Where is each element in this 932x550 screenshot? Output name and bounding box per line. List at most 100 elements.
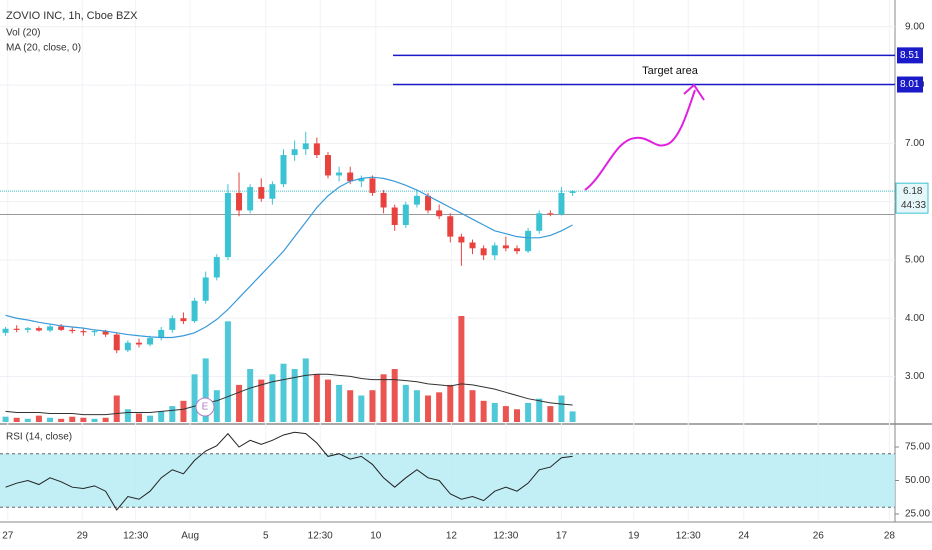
rsi-legend: RSI (14, close) bbox=[6, 432, 72, 443]
candle-body bbox=[258, 187, 265, 199]
countdown: 44:33 bbox=[901, 200, 926, 211]
price-label-box bbox=[897, 76, 923, 93]
annotation: Target area bbox=[642, 65, 699, 77]
volume-bar bbox=[536, 398, 543, 422]
volume-bar bbox=[258, 379, 265, 422]
volume-bar bbox=[469, 390, 476, 422]
x-tick-label: 12 bbox=[446, 531, 458, 542]
candle-body bbox=[102, 331, 109, 335]
volume-bar bbox=[113, 395, 120, 422]
volume-bar bbox=[558, 395, 565, 422]
x-tick-label: 17 bbox=[556, 531, 568, 542]
candle-body bbox=[13, 328, 20, 330]
rsi-line bbox=[5, 431, 573, 511]
volume-bar bbox=[447, 384, 454, 422]
volume-bar bbox=[480, 400, 487, 422]
price-label-box bbox=[897, 47, 923, 64]
volume-bar bbox=[291, 369, 298, 422]
candle-body bbox=[135, 342, 142, 345]
candle-body bbox=[280, 155, 287, 185]
volume-bar bbox=[391, 369, 398, 422]
volume-bar bbox=[347, 390, 354, 422]
y-tick-label: 3.00 bbox=[905, 371, 925, 382]
rsi-band bbox=[0, 453, 895, 508]
volume-bar bbox=[135, 413, 142, 422]
x-tick-label: 29 bbox=[77, 531, 89, 542]
candle-body bbox=[558, 192, 565, 215]
candle-body bbox=[191, 300, 198, 322]
candle-body bbox=[124, 342, 131, 351]
candle-body bbox=[347, 172, 354, 182]
volume-bar bbox=[102, 417, 109, 422]
volume-bar bbox=[58, 418, 65, 422]
x-tick-label: 19 bbox=[628, 531, 640, 542]
volume-bar bbox=[525, 402, 532, 422]
x-tick-label: 10 bbox=[370, 531, 382, 542]
volume-bar bbox=[158, 411, 165, 422]
volume-bar bbox=[191, 374, 198, 422]
candle-body bbox=[291, 149, 298, 156]
earnings-marker bbox=[195, 397, 215, 417]
candle-body bbox=[425, 195, 432, 211]
candle-body bbox=[269, 184, 276, 199]
volume-bar bbox=[47, 417, 54, 422]
volume-bar bbox=[502, 406, 509, 422]
title: ZOVIO INC, 1h, Cboe BZX bbox=[6, 10, 138, 22]
x-tick-label: 27 bbox=[2, 531, 14, 542]
volume-bar bbox=[24, 418, 31, 422]
volume-bar bbox=[436, 392, 443, 422]
drawing-curve bbox=[584, 89, 696, 191]
volume-bar bbox=[569, 411, 576, 422]
volume-bar bbox=[324, 379, 331, 422]
volume-legend: Vol (20) bbox=[6, 28, 40, 39]
volume-bar bbox=[413, 390, 420, 422]
volume-bar bbox=[2, 416, 9, 422]
price-label: 8.51 bbox=[900, 50, 920, 61]
candle-body bbox=[213, 257, 220, 278]
candle-body bbox=[469, 242, 476, 249]
volume-bar bbox=[202, 358, 209, 422]
volume-bar bbox=[247, 369, 254, 422]
volume-bar bbox=[513, 409, 520, 422]
volume-bar bbox=[124, 409, 131, 422]
candle-body bbox=[447, 216, 454, 237]
candle-body bbox=[358, 178, 365, 182]
candle-body bbox=[402, 204, 409, 225]
candle-body bbox=[236, 192, 243, 211]
candle-body bbox=[69, 329, 76, 332]
volume-bar bbox=[547, 406, 554, 422]
candle-body bbox=[313, 143, 320, 156]
x-tick-label: 5 bbox=[263, 531, 269, 542]
volume-bar bbox=[313, 374, 320, 422]
candle-body bbox=[35, 328, 42, 331]
y-tick-label: 7.00 bbox=[905, 138, 925, 149]
rsi-tick-label: 25.00 bbox=[905, 509, 930, 520]
volume-ma bbox=[5, 373, 573, 416]
candle-body bbox=[391, 207, 398, 225]
volume-bar bbox=[269, 374, 276, 422]
candle-body bbox=[513, 248, 520, 252]
volume-bar bbox=[380, 374, 387, 422]
volume-bar bbox=[180, 400, 187, 422]
candle-body bbox=[91, 331, 98, 333]
candle-body bbox=[369, 178, 376, 193]
candle-body bbox=[80, 331, 87, 333]
y-tick-label: 9.00 bbox=[905, 21, 925, 32]
volume-bar bbox=[369, 390, 376, 422]
candle-body bbox=[224, 192, 231, 258]
last-price-label: 6.18 bbox=[903, 186, 923, 197]
volume-bar bbox=[358, 395, 365, 422]
candle-body bbox=[436, 210, 443, 217]
candle-body bbox=[202, 277, 209, 301]
candle-body bbox=[458, 236, 465, 243]
volume-bar bbox=[147, 415, 154, 422]
volume-bar bbox=[169, 406, 176, 422]
volume-bar bbox=[491, 402, 498, 422]
y-tick-label: 4.00 bbox=[905, 313, 925, 324]
x-tick-label: 28 bbox=[884, 531, 896, 542]
candle-body bbox=[158, 329, 165, 339]
candle-body bbox=[480, 248, 487, 256]
candle-body bbox=[47, 326, 54, 331]
rsi-tick-label: 75.00 bbox=[905, 442, 930, 453]
candle-body bbox=[147, 338, 154, 345]
